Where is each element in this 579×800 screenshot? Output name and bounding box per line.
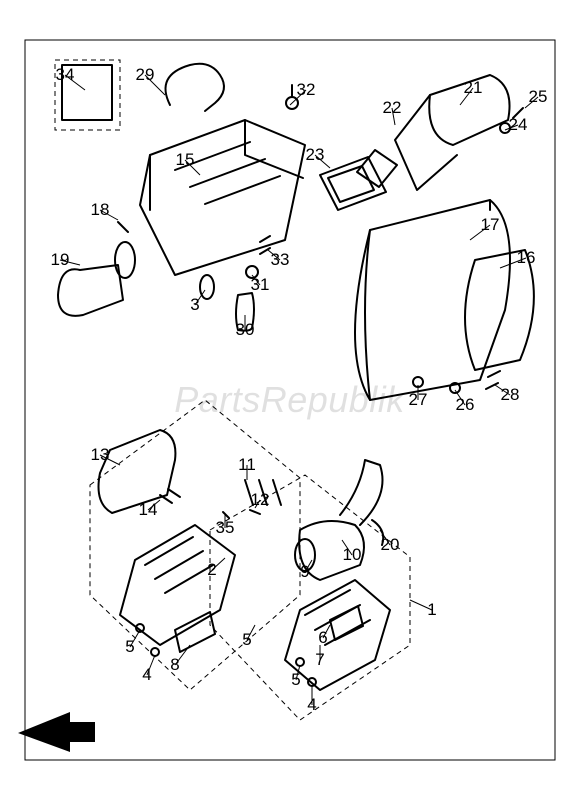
lead-line bbox=[268, 250, 280, 260]
lead-line bbox=[380, 530, 390, 545]
diagram-svg bbox=[0, 0, 579, 800]
dashed-groups bbox=[55, 60, 410, 720]
lead-line bbox=[392, 108, 395, 125]
lead-line bbox=[505, 125, 518, 130]
lead-line bbox=[525, 97, 538, 108]
direction-arrow bbox=[18, 712, 95, 752]
dashed-group bbox=[210, 475, 410, 720]
lead-line bbox=[315, 155, 330, 168]
lead-line bbox=[212, 558, 225, 570]
lead-line bbox=[60, 260, 80, 265]
lead-line bbox=[65, 75, 85, 90]
lead-line bbox=[455, 390, 465, 405]
lead-line bbox=[460, 88, 473, 105]
lead-line bbox=[255, 500, 260, 508]
lead-line bbox=[130, 630, 140, 647]
lead-line bbox=[247, 625, 255, 640]
lead-line bbox=[495, 385, 510, 395]
lead-line bbox=[500, 258, 526, 268]
lead-line bbox=[410, 600, 432, 610]
diagram-border bbox=[25, 40, 555, 760]
lead-line bbox=[470, 225, 490, 240]
diagram-container: PartsRepublik bbox=[0, 0, 579, 800]
lead-line bbox=[175, 645, 190, 665]
lead-line bbox=[100, 210, 118, 220]
lead-line bbox=[323, 625, 330, 638]
lead-line bbox=[145, 75, 165, 95]
lead-line bbox=[147, 655, 155, 675]
lead-line bbox=[342, 540, 352, 555]
lead-line bbox=[100, 455, 120, 465]
dashed-group bbox=[90, 400, 300, 690]
parts-art bbox=[58, 64, 534, 690]
